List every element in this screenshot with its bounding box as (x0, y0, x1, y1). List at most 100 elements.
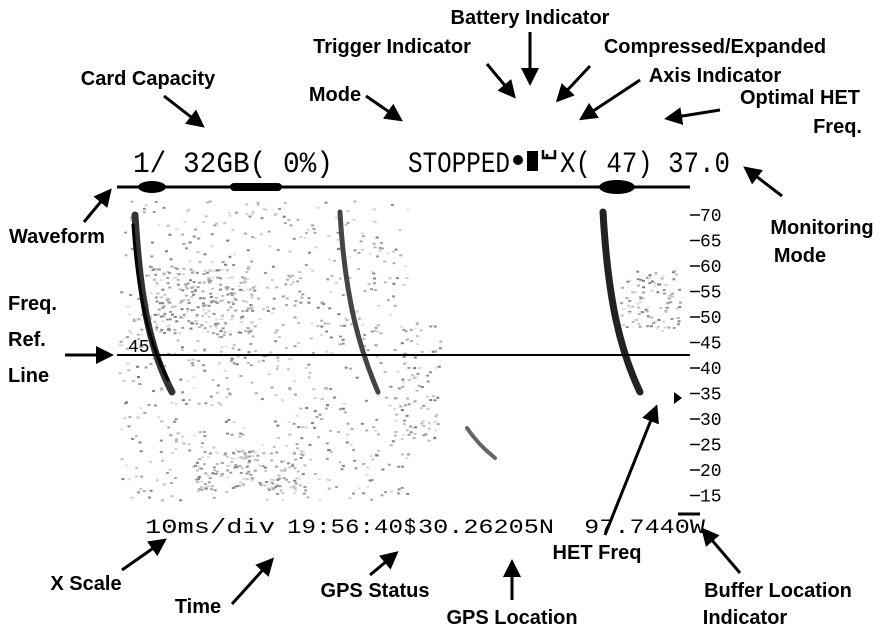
noise (301, 451, 305, 454)
noise (281, 399, 285, 402)
noise (292, 281, 296, 284)
noise (429, 325, 433, 328)
noise (147, 496, 151, 499)
noise (226, 455, 229, 458)
noise (403, 352, 407, 355)
noise (328, 258, 332, 261)
noise (272, 307, 276, 310)
noise (399, 254, 403, 257)
noise (241, 433, 245, 436)
noise (334, 281, 338, 284)
noise (667, 326, 671, 329)
noise (656, 291, 660, 294)
noise (316, 324, 320, 327)
noise (210, 488, 214, 491)
noise (669, 301, 673, 304)
noise (215, 333, 219, 336)
noise (276, 492, 280, 495)
noise (289, 224, 293, 227)
noise (293, 304, 297, 307)
noise (147, 274, 151, 277)
noise (210, 287, 214, 290)
noise (627, 312, 631, 314)
noise (427, 427, 431, 430)
noise (139, 487, 143, 490)
noise (203, 450, 207, 453)
noise (362, 463, 366, 465)
noise (118, 372, 122, 375)
noise (136, 333, 140, 336)
noise (288, 433, 292, 436)
noise (375, 356, 379, 359)
noise (288, 276, 292, 279)
noise (389, 444, 393, 447)
noise (650, 289, 654, 292)
noise (282, 460, 286, 463)
noise (220, 473, 224, 476)
noise (203, 349, 207, 352)
noise (401, 465, 405, 468)
noise (157, 416, 160, 419)
noise (207, 279, 211, 282)
noise (246, 278, 250, 280)
noise (173, 315, 177, 318)
noise (158, 302, 162, 305)
noise (155, 282, 159, 285)
noise (325, 330, 329, 333)
noise (637, 313, 641, 316)
noise (204, 472, 208, 475)
noise (383, 371, 387, 374)
noise (400, 486, 404, 489)
noise (151, 357, 155, 360)
noise (371, 271, 375, 274)
noise (163, 365, 166, 368)
noise (214, 473, 218, 475)
noise (277, 477, 281, 480)
noise (191, 358, 195, 361)
noise (248, 459, 252, 462)
noise (195, 313, 199, 316)
noise (437, 365, 441, 368)
noise (348, 497, 352, 500)
noise (204, 215, 208, 218)
noise (218, 362, 221, 365)
noise (422, 434, 426, 437)
noise (649, 325, 653, 328)
noise (155, 328, 158, 331)
noise (225, 269, 229, 272)
noise (196, 340, 200, 342)
noise (284, 467, 287, 470)
noise (245, 465, 249, 468)
noise (159, 439, 163, 442)
noise (203, 483, 207, 486)
noise (225, 476, 229, 479)
noise (656, 325, 660, 328)
noise (412, 437, 416, 440)
noise (393, 349, 397, 351)
noise (277, 474, 281, 477)
noise (389, 385, 393, 388)
noise (256, 201, 260, 204)
noise (322, 302, 326, 305)
noise (384, 396, 388, 399)
noise (228, 255, 232, 258)
noise (203, 348, 207, 351)
noise (333, 396, 337, 399)
noise (187, 299, 191, 302)
noise (366, 349, 370, 352)
noise (144, 204, 148, 207)
noise (677, 320, 681, 323)
noise (248, 215, 252, 218)
annotation: Monitoring (770, 217, 873, 239)
noise (158, 330, 162, 333)
noise (335, 486, 339, 488)
noise (226, 432, 229, 435)
noise (281, 324, 285, 327)
noise (170, 452, 174, 455)
noise (126, 305, 130, 308)
noise (247, 455, 251, 458)
noise (197, 478, 201, 481)
noise (653, 282, 657, 285)
noise (232, 303, 235, 305)
noise (245, 213, 249, 216)
